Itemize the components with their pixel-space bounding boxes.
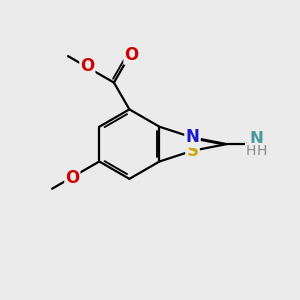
Text: N: N bbox=[186, 128, 200, 146]
Text: O: O bbox=[80, 57, 94, 75]
Text: H: H bbox=[256, 144, 267, 158]
Text: H: H bbox=[246, 144, 256, 158]
Text: N: N bbox=[249, 130, 263, 148]
Text: O: O bbox=[124, 46, 139, 64]
Text: S: S bbox=[187, 142, 199, 160]
Text: O: O bbox=[65, 169, 80, 187]
